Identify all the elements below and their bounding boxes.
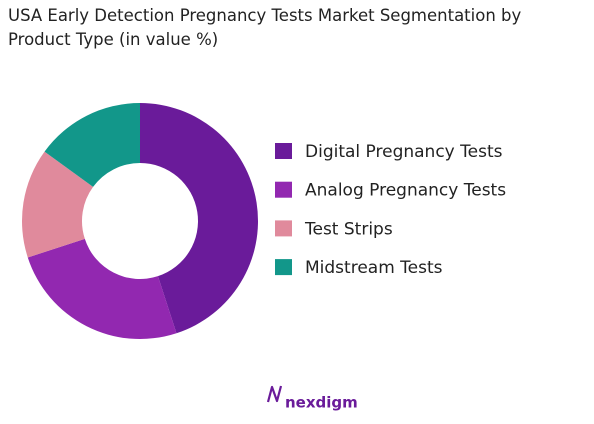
legend-label: Digital Pregnancy Tests — [305, 142, 503, 162]
logo-text: nexdigm — [285, 394, 358, 412]
donut-slice — [140, 103, 258, 334]
legend-label: Analog Pregnancy Tests — [305, 181, 506, 201]
legend-label: Midstream Tests — [305, 258, 443, 278]
logo-icon — [266, 385, 283, 403]
legend-swatch — [275, 181, 292, 198]
legend-swatch — [275, 259, 292, 276]
legend-swatch — [275, 220, 292, 237]
donut-slice — [27, 238, 177, 339]
legend-swatch — [275, 143, 292, 159]
donut-slice — [44, 103, 140, 187]
donut-slice — [22, 151, 94, 258]
chart-title: USA Early Detection Pregnancy Tests Mark… — [8, 6, 522, 49]
legend-label: Test Strips — [304, 219, 393, 239]
